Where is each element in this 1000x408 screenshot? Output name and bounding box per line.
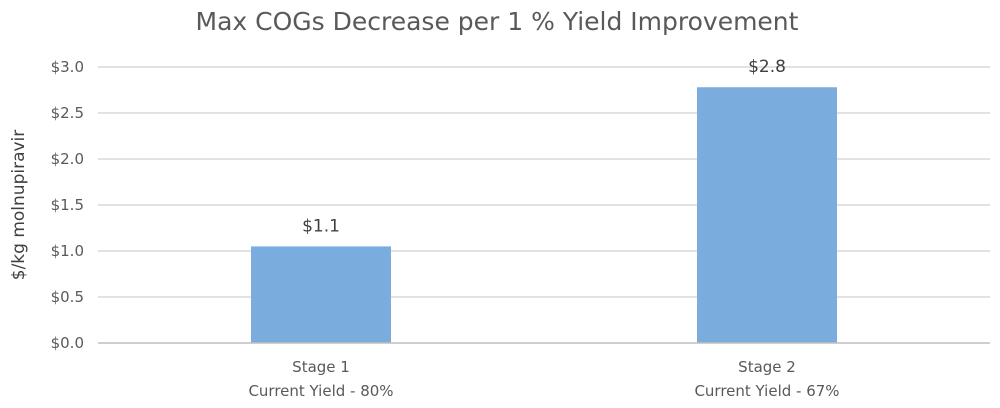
y-tick-label: $1.5 [51, 196, 84, 214]
data-labels: $1.1 $2.8 [302, 57, 786, 236]
x-category-label: Current Yield - 80% [248, 382, 393, 400]
y-tick-label: $0.5 [51, 288, 84, 306]
y-tick-label: $2.5 [51, 104, 84, 122]
gridlines [98, 66, 990, 298]
chart-title: Max COGs Decrease per 1 % Yield Improvem… [196, 7, 799, 36]
axes: $0.0 $0.5 $1.0 $1.5 $2.0 $2.5 $3.0 Stage 1 Curre… [51, 58, 990, 400]
bar-2 [697, 87, 837, 344]
x-category-label: Stage 1 [292, 358, 350, 376]
bar-1 [251, 246, 391, 343]
y-tick-label: $0.0 [51, 334, 84, 352]
x-category-label: Stage 2 [738, 358, 796, 376]
y-tick-label: $1.0 [51, 242, 84, 260]
data-label: $1.1 [302, 216, 340, 236]
x-category-label: Current Yield - 67% [694, 382, 839, 400]
y-axis-label: $/kg molnupiravir [9, 130, 29, 281]
data-label: $2.8 [748, 57, 786, 77]
y-tick-label: $3.0 [51, 58, 84, 76]
bars [251, 87, 837, 344]
y-tick-label: $2.0 [51, 150, 84, 168]
